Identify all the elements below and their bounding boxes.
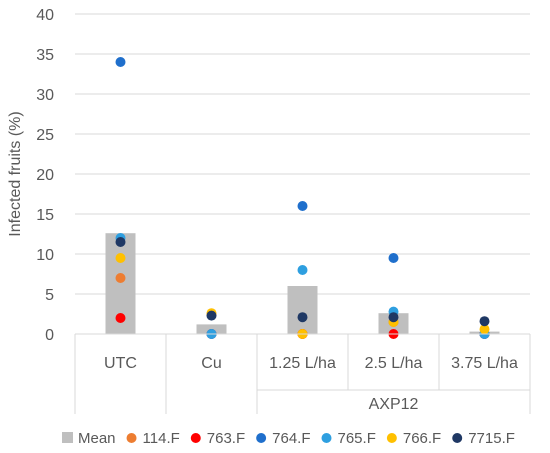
- y-tick-label-35: 35: [36, 47, 54, 64]
- x-axis: [74, 333, 531, 414]
- y-tick-label-15: 15: [36, 207, 54, 224]
- point-763.F-UTC: [115, 313, 126, 323]
- legend-item-114.F: 114.F: [126, 430, 180, 447]
- legend-label-766.F: 766.F: [403, 430, 441, 447]
- legend-label-Mean: Mean: [78, 430, 116, 447]
- point-764.F-1.25 L/ha: [297, 201, 308, 211]
- bar-1.25 L/ha: [287, 286, 318, 334]
- legend-swatch-114.F: [126, 433, 137, 443]
- y-tick-label-20: 20: [36, 167, 54, 184]
- points: [115, 57, 490, 339]
- legend: Mean 114.F 763.F 764.F 765.F 766.F 7715.F: [62, 430, 515, 447]
- category-label-2: 1.25 L/ha: [269, 355, 336, 372]
- y-tick-label-25: 25: [36, 127, 54, 144]
- point-765.F-1.25 L/ha: [297, 265, 308, 275]
- category-label-4: 3.75 L/ha: [451, 355, 518, 372]
- legend-label-7715.F: 7715.F: [468, 430, 515, 447]
- legend-item-Mean: Mean: [62, 430, 116, 447]
- legend-label-114.F: 114.F: [143, 430, 180, 447]
- legend-swatch-765.F: [321, 433, 332, 443]
- y-axis-ticks: 0 5 10 15 20 25 30 35 40: [36, 7, 54, 344]
- legend-item-765.F: 765.F: [321, 430, 376, 447]
- legend-item-764.F: 764.F: [256, 430, 311, 447]
- legend-swatch-763.F: [190, 433, 201, 443]
- legend-item-763.F: 763.F: [190, 430, 245, 447]
- point-7715.F-Cu: [206, 310, 217, 321]
- y-tick-label-30: 30: [36, 87, 54, 104]
- point-7715.F-UTC: [115, 237, 126, 247]
- y-tick-label-40: 40: [36, 7, 54, 24]
- y-tick-label-5: 5: [45, 287, 54, 304]
- category-label-0: UTC: [104, 355, 137, 372]
- legend-item-7715.F: 7715.F: [452, 430, 515, 447]
- point-7715.F-3.75 L/ha: [479, 316, 490, 327]
- group-label-axp12: AXP12: [369, 396, 419, 413]
- category-label-1: Cu: [201, 355, 221, 372]
- y-axis-label: Infected fruits (%): [7, 111, 24, 236]
- legend-swatch-764.F: [256, 433, 267, 443]
- y-tick-label-10: 10: [36, 247, 54, 264]
- y-tick-label-0: 0: [45, 327, 54, 344]
- category-labels: UTC Cu 1.25 L/ha 2.5 L/ha 3.75 L/ha: [104, 355, 518, 372]
- legend-swatch-766.F: [386, 433, 397, 443]
- point-114.F-UTC: [115, 273, 126, 283]
- point-7715.F-2.5 L/ha: [388, 312, 399, 323]
- point-766.F-3.75 L/ha: [479, 324, 490, 335]
- category-label-3: 2.5 L/ha: [365, 355, 423, 372]
- point-764.F-2.5 L/ha: [388, 253, 399, 263]
- legend-swatch-Mean: [62, 432, 73, 443]
- point-7715.F-1.25 L/ha: [297, 312, 308, 323]
- legend-swatch-7715.F: [452, 433, 463, 443]
- legend-label-763.F: 763.F: [207, 430, 245, 447]
- legend-label-764.F: 764.F: [272, 430, 310, 447]
- legend-item-766.F: 766.F: [386, 430, 441, 447]
- point-764.F-UTC: [115, 57, 126, 67]
- legend-label-765.F: 765.F: [338, 430, 376, 447]
- grid-lines: [75, 13, 530, 295]
- point-766.F-UTC: [115, 253, 126, 263]
